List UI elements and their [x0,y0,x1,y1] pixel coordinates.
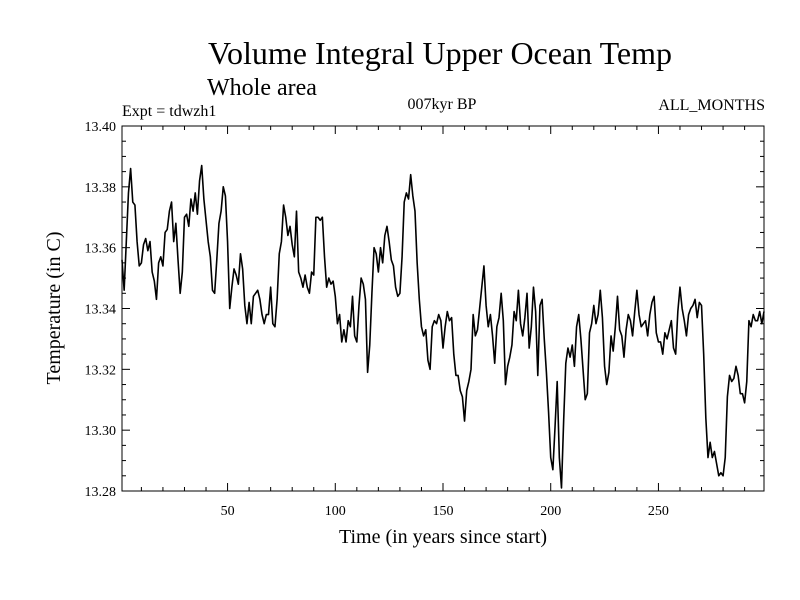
y-tick-labels: 13.28 13.30 13.32 13.34 13.36 13.38 13.40 [85,120,117,500]
period-label: 007kyr BP [408,96,477,113]
y-tick-label: 13.30 [85,424,117,439]
y-tick-label: 13.32 [85,363,117,378]
y-tick-label: 13.40 [85,120,117,135]
x-tick-labels: 50 100 150 200 250 [221,504,669,519]
y-tick-label: 13.28 [85,485,117,500]
months-label: ALL_MONTHS [658,97,765,114]
chart-title: Volume Integral Upper Ocean Temp [208,35,672,71]
y-tick-label: 13.38 [85,181,117,196]
x-tick-label: 200 [540,504,561,519]
tick-marks [122,125,764,492]
y-tick-label: 13.34 [85,303,117,318]
series-line-temperature [121,164,765,489]
y-tick-label: 13.36 [85,242,117,257]
experiment-label: Expt = tdwzh1 [122,103,216,120]
y-axis-label: Temperature (in C) [43,232,65,385]
x-tick-label: 50 [221,504,235,519]
x-tick-label: 150 [433,504,454,519]
chart-subtitle: Whole area [207,75,317,101]
x-axis-label: Time (in years since start) [339,526,547,548]
x-tick-label: 100 [325,504,346,519]
plot-frame [121,125,765,492]
x-tick-label: 250 [648,504,669,519]
